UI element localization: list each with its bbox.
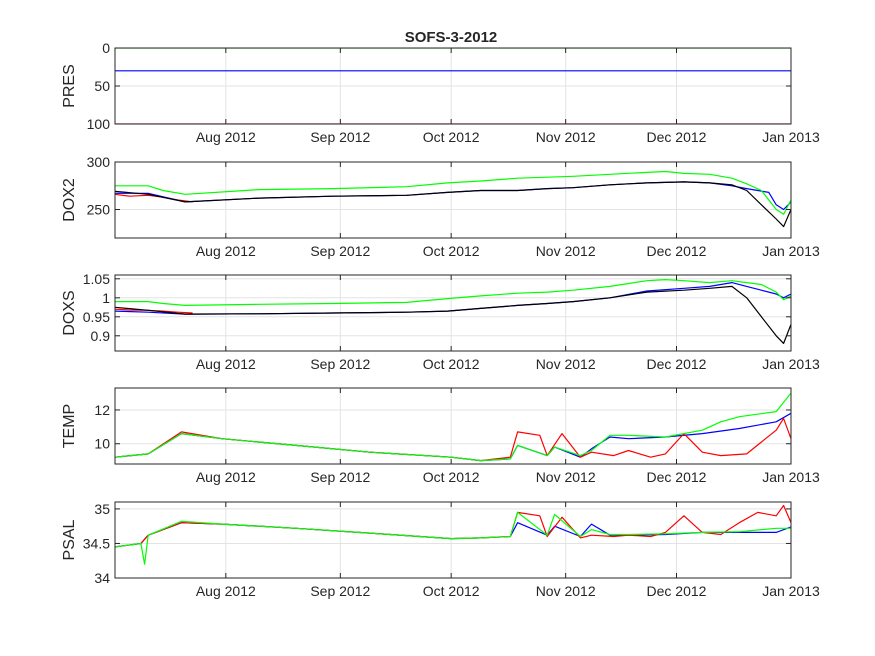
axes-background: [115, 275, 791, 351]
axes-box: [114, 501, 792, 579]
x-tick-label: Jan 2013: [762, 356, 820, 372]
x-tick-label: Oct 2012: [423, 129, 480, 145]
x-tick-label: Nov 2012: [536, 469, 596, 485]
x-tick-label: Nov 2012: [536, 356, 596, 372]
x-tick-label: Nov 2012: [536, 129, 596, 145]
series-line-4: [115, 285, 791, 344]
x-tick-label: Jan 2013: [762, 129, 820, 145]
panel-psal: Aug 2012 Sep 2012 Oct 2012 Nov 2012 Dec 2012…: [61, 501, 820, 599]
y-tick-label: 34: [94, 570, 110, 586]
y-tick-label: 12: [94, 402, 110, 418]
panels: Aug 2012 Sep 2012 Oct 2012 Nov 2012 Dec 2012…: [61, 40, 820, 599]
x-tick-label: Aug 2012: [196, 583, 256, 599]
series-line-3: [115, 279, 791, 306]
y-tick-label: 10: [94, 436, 110, 452]
axes-box: [114, 161, 792, 239]
axes-background: [115, 502, 791, 578]
panel-temp: Aug 2012 Sep 2012 Oct 2012 Nov 2012 Dec 2012…: [61, 387, 820, 485]
x-tick-label: Jan 2013: [762, 583, 820, 599]
panel-pres: Aug 2012 Sep 2012 Oct 2012 Nov 2012 Dec 2012…: [61, 40, 820, 145]
y-tick-label: 1: [102, 290, 110, 306]
series-group: [115, 279, 791, 344]
x-tick-label: Dec 2012: [647, 469, 707, 485]
series-line-4: [115, 181, 791, 228]
chart-title: SOFS-3-2012: [405, 29, 498, 46]
y-tick-label: 100: [87, 116, 111, 132]
x-tick-label: Sep 2012: [310, 469, 370, 485]
x-tick-label: Dec 2012: [647, 129, 707, 145]
y-tick-label: 1.05: [83, 271, 110, 287]
x-tick-label: Oct 2012: [423, 356, 480, 372]
y-axis-label: PRES: [61, 64, 78, 108]
x-tick-label: Aug 2012: [196, 469, 256, 485]
x-tick-label: Jan 2013: [762, 243, 820, 259]
x-tick-label: Sep 2012: [310, 129, 370, 145]
series-line-3: [115, 511, 791, 565]
series-group: [115, 392, 791, 462]
x-tick-label: Oct 2012: [423, 469, 480, 485]
x-tick-label: Jan 2013: [762, 469, 820, 485]
series-group: [115, 48, 791, 124]
x-tick-label: Dec 2012: [647, 583, 707, 599]
panel-dox2: Aug 2012 Sep 2012 Oct 2012 Nov 2012 Dec 2012…: [61, 154, 820, 259]
x-tick-label: Aug 2012: [196, 356, 256, 372]
panel-doxs: Aug 2012 Sep 2012 Oct 2012 Nov 2012 Dec 2012…: [61, 271, 820, 372]
y-axis-label: TEMP: [61, 404, 78, 448]
x-tick-label: Nov 2012: [536, 243, 596, 259]
y-tick-label: 34.5: [83, 535, 110, 551]
axes-background: [115, 388, 791, 464]
axes-box: [114, 387, 792, 465]
x-tick-label: Dec 2012: [647, 356, 707, 372]
x-tick-label: Oct 2012: [423, 243, 480, 259]
series-group: [115, 170, 791, 228]
x-tick-label: Sep 2012: [310, 583, 370, 599]
y-tick-label: 35: [94, 501, 110, 517]
y-tick-label: 0.9: [91, 328, 111, 344]
series-line-3: [115, 392, 791, 462]
x-tick-label: Dec 2012: [647, 243, 707, 259]
x-tick-label: Nov 2012: [536, 583, 596, 599]
y-tick-label: 0.95: [83, 309, 110, 325]
series-group: [115, 504, 791, 565]
y-tick-label: 50: [94, 78, 110, 94]
y-axis-label: DOXS: [61, 290, 78, 335]
y-tick-label: 0: [102, 40, 110, 56]
y-tick-label: 300: [87, 154, 111, 170]
y-axis-label: DOX2: [61, 178, 78, 222]
y-axis-label: PSAL: [61, 519, 78, 560]
x-tick-label: Oct 2012: [423, 583, 480, 599]
y-tick-label: 250: [87, 202, 111, 218]
x-tick-label: Aug 2012: [196, 243, 256, 259]
x-tick-label: Aug 2012: [196, 129, 256, 145]
x-tick-label: Sep 2012: [310, 243, 370, 259]
x-tick-label: Sep 2012: [310, 356, 370, 372]
axes-box: [114, 274, 792, 352]
series-line-3: [115, 170, 791, 215]
